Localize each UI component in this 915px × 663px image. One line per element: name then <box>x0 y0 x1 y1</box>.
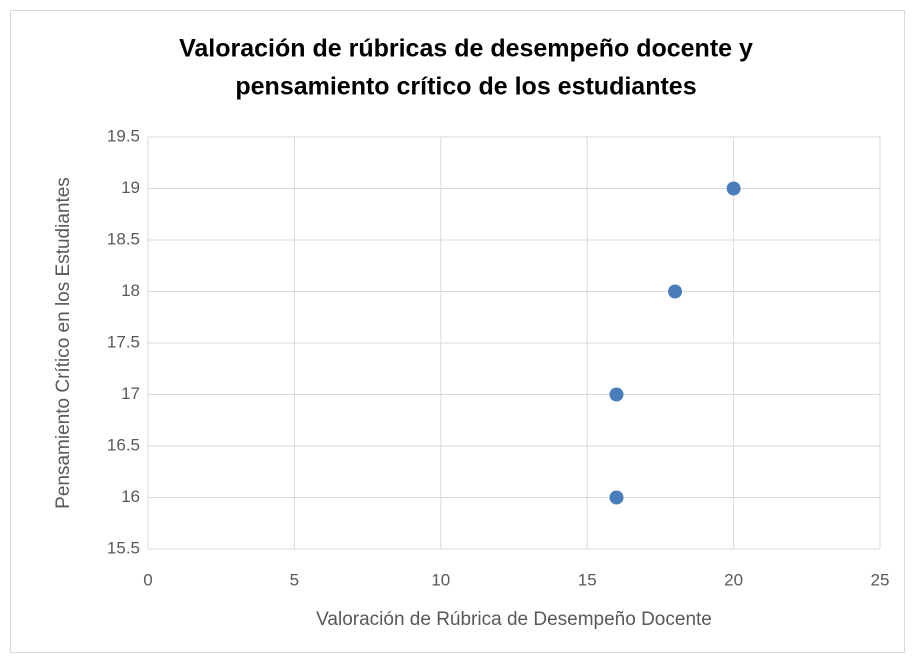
y-axis-label: Pensamiento Crítico en los Estudiantes <box>53 177 74 509</box>
y-tick-label: 16.5 <box>107 435 140 454</box>
y-tick-label: 18 <box>121 281 140 300</box>
y-tick-label: 17.5 <box>107 332 140 351</box>
x-tick-label: 0 <box>143 570 152 589</box>
y-tick-label: 19.5 <box>107 126 140 145</box>
x-tick-label: 15 <box>578 570 597 589</box>
x-tick-label: 5 <box>290 570 299 589</box>
y-tick-label: 18.5 <box>107 229 140 248</box>
y-tick-label: 16 <box>121 487 140 506</box>
data-point <box>726 181 741 196</box>
chart-border <box>10 10 905 653</box>
data-point <box>609 490 624 505</box>
data-point <box>668 284 683 299</box>
y-tick-label: 19 <box>121 178 140 197</box>
y-tick-label: 17 <box>121 384 140 403</box>
x-tick-label: 10 <box>431 570 450 589</box>
data-point <box>609 387 624 402</box>
x-tick-label: 20 <box>724 570 743 589</box>
chart-title: Valoración de rúbricas de desempeño doce… <box>179 35 753 63</box>
chart-title: pensamiento crítico de los estudiantes <box>235 73 696 101</box>
x-tick-label: 25 <box>871 570 890 589</box>
y-tick-label: 15.5 <box>107 538 140 557</box>
x-axis-label: Valoración de Rúbrica de Desempeño Docen… <box>316 609 712 630</box>
